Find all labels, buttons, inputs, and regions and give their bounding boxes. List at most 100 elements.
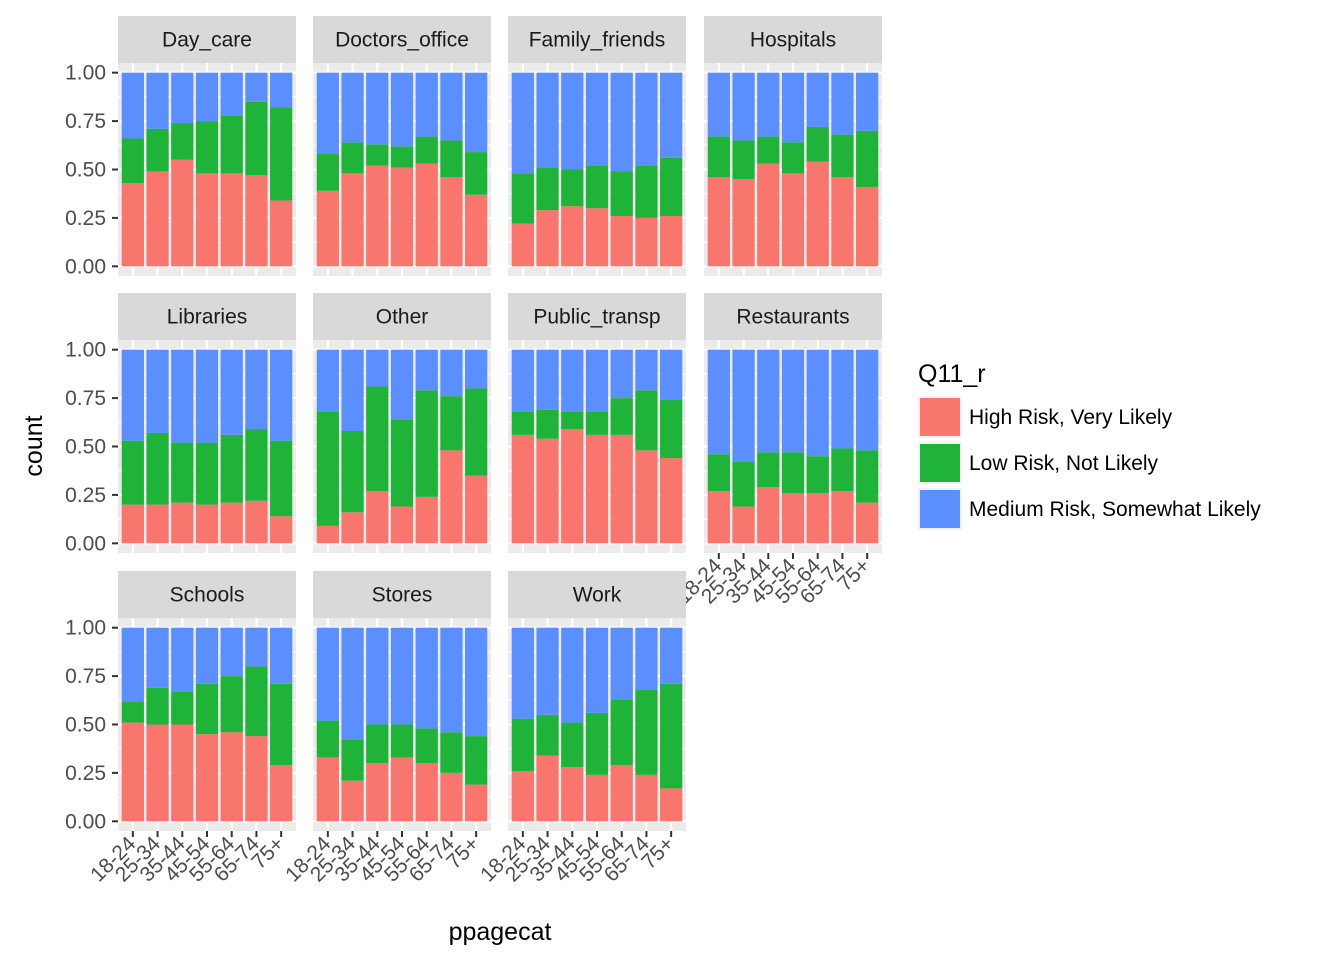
bar-libraries-25-34-low-risk-not-likely (146, 432, 169, 505)
bar-family-friends-35-44-high-risk-very-likely (561, 206, 584, 267)
legend-swatch-medium-risk-somewhat-likely (920, 490, 960, 528)
bar-restaurants-75-low-risk-not-likely (856, 450, 879, 503)
bar-family-friends-25-34-medium-risk-somewhat-likely (536, 72, 559, 168)
bar-schools-75-medium-risk-somewhat-likely (270, 627, 293, 684)
bar-family-friends-18-24-high-risk-very-likely (511, 223, 534, 267)
bar-stores-45-54-medium-risk-somewhat-likely (390, 627, 414, 725)
bar-hospitals-18-24-low-risk-not-likely (707, 136, 730, 178)
bar-schools-25-34-low-risk-not-likely (146, 687, 169, 725)
bar-schools-35-44-low-risk-not-likely (171, 691, 194, 725)
bar-schools-55-64-high-risk-very-likely (220, 732, 243, 822)
bar-family-friends-35-44-medium-risk-somewhat-likely (561, 72, 584, 170)
bar-day-care-18-24-low-risk-not-likely (121, 138, 144, 184)
panel-other: Other (313, 293, 491, 553)
bar-family-friends-75-medium-risk-somewhat-likely (660, 72, 683, 158)
bar-day-care-75-medium-risk-somewhat-likely (270, 72, 293, 108)
bar-public-transp-55-64-high-risk-very-likely (610, 434, 633, 544)
bar-libraries-65-74-high-risk-very-likely (245, 500, 268, 544)
bar-restaurants-75-medium-risk-somewhat-likely (856, 349, 879, 451)
bar-doctors-office-35-44-low-risk-not-likely (366, 144, 389, 166)
bar-day-care-35-44-medium-risk-somewhat-likely (171, 72, 194, 124)
bar-schools-75-high-risk-very-likely (270, 765, 293, 822)
bar-other-55-64-low-risk-not-likely (415, 390, 438, 497)
bar-hospitals-45-54-high-risk-very-likely (781, 173, 805, 267)
panel-doctors-office: Doctors_office (313, 16, 491, 276)
bar-stores-25-34-low-risk-not-likely (341, 739, 364, 781)
bar-libraries-65-74-medium-risk-somewhat-likely (245, 349, 268, 430)
bar-stores-55-64-low-risk-not-likely (415, 728, 438, 764)
bar-other-65-74-medium-risk-somewhat-likely (440, 349, 463, 397)
bar-schools-65-74-low-risk-not-likely (245, 666, 268, 737)
bar-stores-25-34-medium-risk-somewhat-likely (341, 627, 364, 740)
bar-doctors-office-65-74-medium-risk-somewhat-likely (440, 72, 463, 141)
strip-other (313, 293, 491, 340)
bar-public-transp-35-44-medium-risk-somewhat-likely (561, 349, 584, 412)
bar-stores-25-34-high-risk-very-likely (341, 780, 364, 822)
bar-work-18-24-medium-risk-somewhat-likely (511, 627, 534, 719)
bar-day-care-45-54-medium-risk-somewhat-likely (195, 72, 219, 122)
bar-family-friends-75-high-risk-very-likely (660, 215, 683, 267)
bar-restaurants-45-54-low-risk-not-likely (781, 452, 805, 493)
bar-other-75-medium-risk-somewhat-likely (465, 349, 488, 389)
bar-public-transp-45-54-low-risk-not-likely (585, 411, 609, 435)
bar-other-65-74-high-risk-very-likely (440, 450, 463, 544)
bar-public-transp-25-34-high-risk-very-likely (536, 438, 559, 544)
bar-libraries-35-44-medium-risk-somewhat-likely (171, 349, 194, 443)
bar-public-transp-45-54-medium-risk-somewhat-likely (585, 349, 609, 412)
bar-work-25-34-medium-risk-somewhat-likely (536, 627, 559, 715)
bar-doctors-office-18-24-medium-risk-somewhat-likely (316, 72, 339, 155)
bar-family-friends-18-24-low-risk-not-likely (511, 173, 534, 224)
bar-libraries-35-44-low-risk-not-likely (171, 442, 194, 503)
bar-other-18-24-high-risk-very-likely (316, 525, 339, 544)
bar-public-transp-45-54-high-risk-very-likely (585, 434, 609, 544)
panel-schools: Schools0.000.250.500.751.0018-2425-3435-… (65, 571, 296, 887)
bar-work-55-64-medium-risk-somewhat-likely (610, 627, 633, 700)
bar-hospitals-35-44-low-risk-not-likely (757, 136, 780, 164)
strip-doctors-office (313, 16, 491, 63)
bar-public-transp-65-74-low-risk-not-likely (635, 390, 658, 451)
bar-libraries-45-54-high-risk-very-likely (195, 504, 219, 544)
bar-libraries-25-34-high-risk-very-likely (146, 504, 169, 544)
bar-family-friends-75-low-risk-not-likely (660, 157, 683, 216)
bar-restaurants-65-74-medium-risk-somewhat-likely (831, 349, 854, 449)
bar-hospitals-75-medium-risk-somewhat-likely (856, 72, 879, 131)
bar-doctors-office-25-34-high-risk-very-likely (341, 173, 364, 267)
bar-doctors-office-75-high-risk-very-likely (465, 194, 488, 267)
bar-public-transp-35-44-low-risk-not-likely (561, 411, 584, 430)
bar-libraries-18-24-high-risk-very-likely (121, 504, 144, 544)
strip-restaurants (704, 293, 882, 340)
bar-libraries-75-high-risk-very-likely (270, 516, 293, 544)
legend-title: Q11_r (918, 360, 986, 388)
bar-work-35-44-low-risk-not-likely (561, 722, 584, 768)
y-tick-label: 0.00 (65, 532, 106, 555)
bar-schools-35-44-medium-risk-somewhat-likely (171, 627, 194, 692)
bar-hospitals-75-low-risk-not-likely (856, 130, 879, 187)
y-tick-label: 0.75 (65, 387, 106, 410)
bar-hospitals-75-high-risk-very-likely (856, 186, 879, 267)
bar-public-transp-18-24-high-risk-very-likely (511, 434, 534, 544)
bar-hospitals-25-34-low-risk-not-likely (732, 140, 755, 180)
bar-work-18-24-low-risk-not-likely (511, 718, 534, 771)
bar-work-75-medium-risk-somewhat-likely (660, 627, 683, 684)
bar-doctors-office-35-44-high-risk-very-likely (366, 165, 389, 267)
bar-day-care-25-34-low-risk-not-likely (146, 128, 169, 172)
legend-swatch-low-risk-not-likely (920, 444, 960, 482)
strip-label-stores: Stores (372, 584, 433, 607)
bar-libraries-55-64-high-risk-very-likely (220, 502, 243, 544)
bar-schools-18-24-low-risk-not-likely (121, 701, 144, 723)
bar-restaurants-55-64-low-risk-not-likely (806, 456, 829, 493)
strip-schools (118, 571, 296, 618)
strip-label-day-care: Day_care (162, 29, 252, 52)
bar-family-friends-18-24-medium-risk-somewhat-likely (511, 72, 534, 174)
bar-work-65-74-high-risk-very-likely (635, 774, 658, 822)
bar-hospitals-18-24-high-risk-very-likely (707, 177, 730, 267)
bar-stores-18-24-medium-risk-somewhat-likely (316, 627, 339, 721)
bar-restaurants-25-34-low-risk-not-likely (732, 461, 755, 507)
bar-work-55-64-low-risk-not-likely (610, 699, 633, 766)
strip-label-doctors-office: Doctors_office (335, 29, 469, 52)
panel-restaurants: Restaurants18-2425-3435-4445-5455-6465-7… (672, 293, 882, 609)
strip-label-schools: Schools (170, 584, 245, 607)
bar-work-18-24-high-risk-very-likely (511, 770, 534, 822)
